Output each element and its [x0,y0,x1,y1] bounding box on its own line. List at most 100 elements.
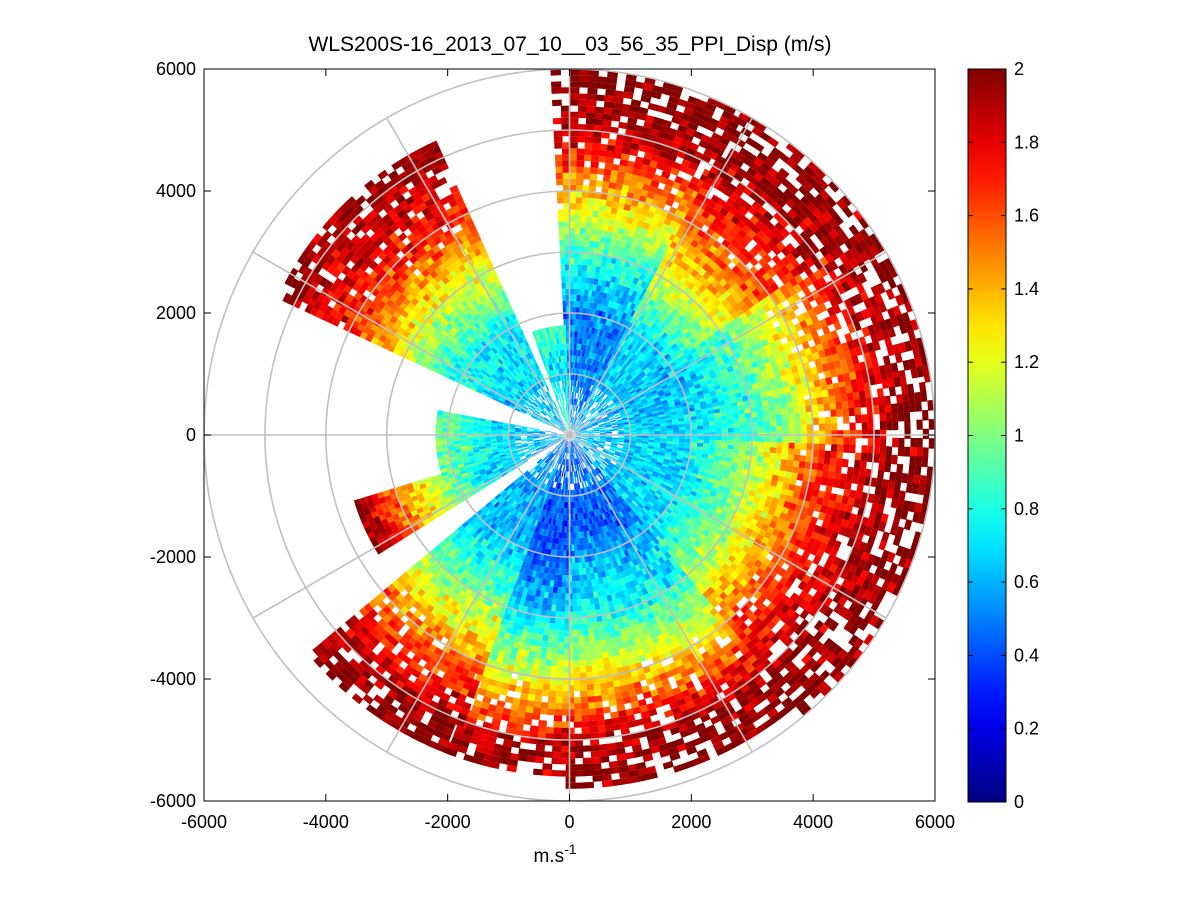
scan-cell [588,246,595,254]
scan-cell [890,403,898,414]
scan-cell [800,437,808,444]
scan-cell [593,198,602,206]
scan-cell [888,386,897,397]
scan-cell [594,235,602,243]
scan-cell [581,350,586,358]
scan-cell [621,103,632,112]
scan-cell [579,301,584,308]
scan-cell [563,313,567,320]
scan-cell [572,374,575,381]
scan-cell [581,276,587,284]
scan-cell [867,429,875,439]
scan-cell [573,288,578,295]
scan-cell [584,289,589,296]
scan-cell [841,458,849,468]
scan-cell [593,204,601,212]
scan-cell [611,201,620,209]
scan-cell [781,408,788,416]
scan-cell [574,398,577,405]
scan-cell [770,442,777,449]
scan-cell [608,182,617,190]
scan-cell [576,178,584,186]
scan-cell [922,409,929,421]
scan-cell [610,207,619,215]
scan-cell [703,428,710,433]
scan-cell [831,423,838,432]
scan-cell [819,437,826,445]
scan-cell [757,416,764,423]
scan-cell [570,386,573,393]
scan-cell [916,447,923,458]
scan-cell [579,240,586,247]
scan-cell [787,407,794,415]
scan-cell [697,429,704,434]
scan-cell [758,436,765,443]
scan-cell [892,437,899,448]
scan-cell [571,416,573,423]
scan-cell [600,261,607,268]
scan-cell [561,288,567,295]
scan-cell [586,106,597,113]
scan-cell [570,380,573,387]
scan-cell [590,161,599,169]
scan-cell [578,258,584,265]
scan-cell [582,185,590,192]
scan-cell [571,367,574,375]
scan-cell [600,131,610,139]
scan-cell [588,185,597,193]
scan-cell [578,81,589,88]
scan-cell [837,430,844,439]
scan-cell [562,154,571,161]
scan-cell [578,264,584,271]
scan-cell [604,206,613,214]
scan-cell [709,424,716,430]
scan-cell [727,440,734,446]
scan-cell [579,375,583,382]
scan-cell [571,398,574,405]
scan-cell [583,320,588,327]
scan-cell [616,177,625,185]
scan-cell [585,222,593,229]
scan-cell [576,386,579,393]
scan-cell [858,390,866,401]
scan-cell [592,284,598,292]
scan-cell [599,199,608,207]
scan-cell [579,246,585,253]
scan-cell [861,414,868,423]
scan-cell [903,402,910,413]
scan-cell [614,145,624,154]
scan-cell [891,412,899,422]
scan-cell [551,81,562,88]
scan-cell [618,165,628,173]
scan-cell [575,191,583,198]
scan-cell [709,436,716,441]
scan-cell [581,191,590,198]
scan-cell [562,306,567,314]
scan-cell [574,221,582,228]
scan-cell [569,227,576,234]
scan-cell [575,399,579,406]
scan-cell [557,197,564,204]
scan-cell [770,426,777,432]
scan-cell [605,83,617,91]
scan-cell [601,224,609,232]
scan-cell [595,180,604,188]
scan-cell [553,130,563,137]
scan-cell [559,239,566,247]
scan-cell [585,124,595,131]
scan-cell [594,272,600,280]
scan-cell [825,423,832,432]
scan-cell [607,71,619,79]
scan-cell [570,410,573,417]
scan-cell [806,424,814,432]
scan-cell [600,236,607,244]
scan-cell [764,436,771,443]
scan-cell [578,93,589,100]
scan-cell [860,452,868,462]
scan-cell [605,156,615,164]
scan-cell [572,331,576,338]
scan-cell [577,325,582,332]
scan-cell [589,179,597,187]
scan-cell [580,215,588,223]
scan-cell [574,392,577,399]
